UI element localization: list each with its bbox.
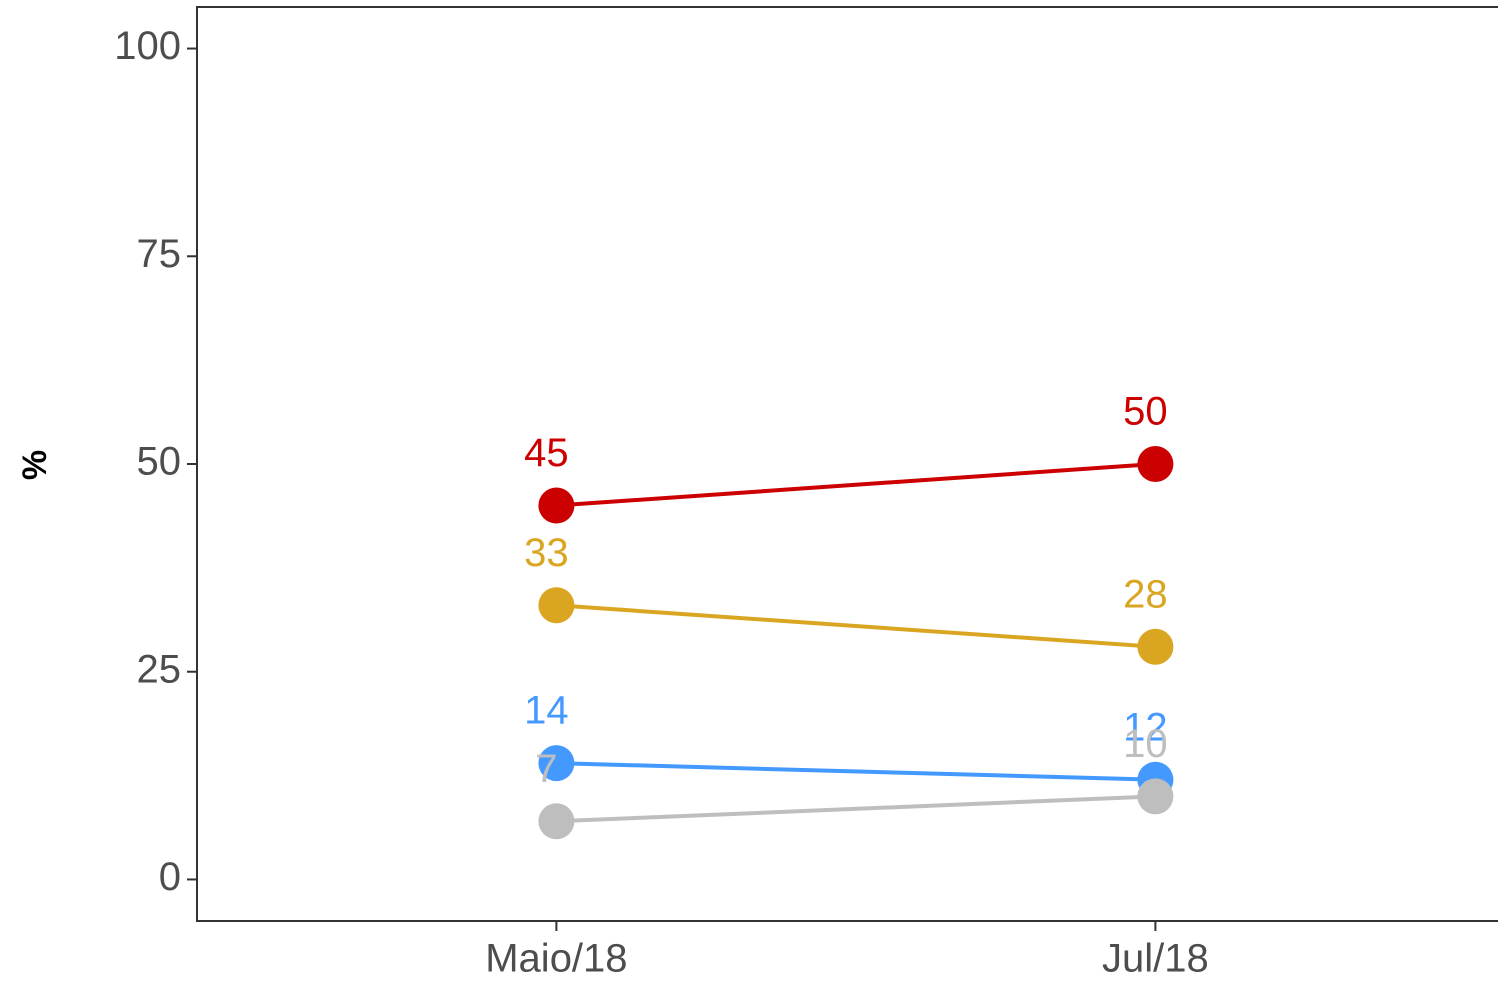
y-axis-label: % [16,450,54,480]
series-line [556,603,1156,649]
y-tick-label: 25 [137,647,182,691]
x-tick-label: Maio/18 [485,937,627,981]
point [1137,446,1174,482]
x-tick-label: Jul/18 [1102,937,1209,981]
y-tick-label: 0 [159,855,181,899]
data-label: 7 [535,747,557,791]
point [538,587,575,624]
data-label: 12 [1123,705,1168,749]
data-label: 33 [524,531,569,575]
point [1137,628,1174,665]
data-label: 50 [1123,390,1168,434]
series-line [556,462,1156,508]
series-line [556,794,1156,824]
data-label: 14 [524,689,569,733]
data-label: 10 [1123,722,1168,766]
y-tick-label: 75 [137,232,182,276]
point [538,745,575,782]
y-tick-label: 50 [137,440,182,484]
y-tick-label: 100 [114,24,181,68]
point [538,803,575,840]
plot-border [196,6,1498,922]
point [538,487,575,524]
series-line [556,761,1156,782]
data-label: 28 [1123,572,1168,616]
data-label: 45 [524,431,569,475]
point [1137,778,1174,815]
